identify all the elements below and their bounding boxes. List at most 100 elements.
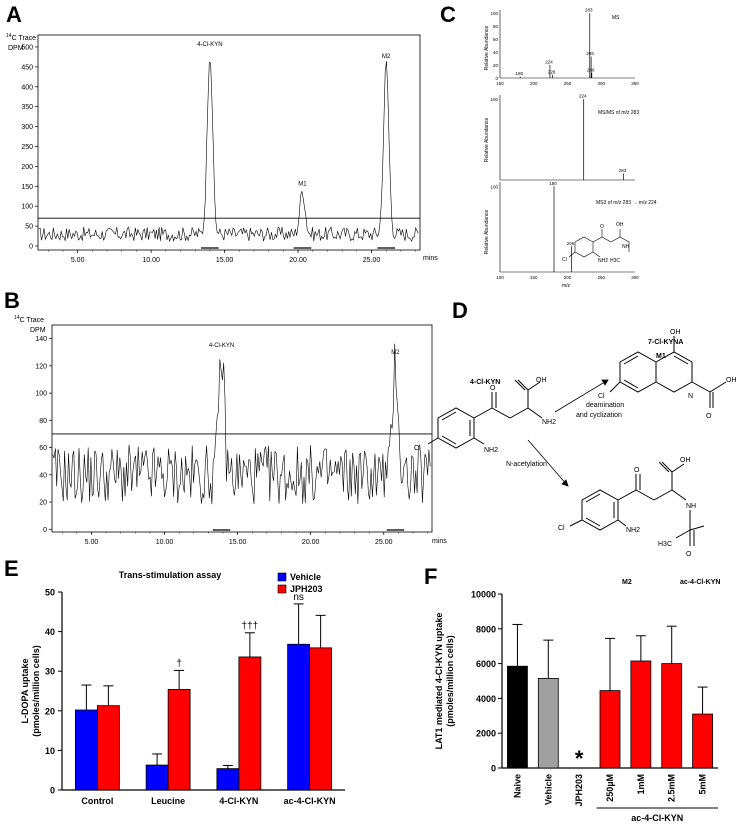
compound-ac-4-cl-kyn: ac-4-Cl-KYN <box>680 579 720 586</box>
bar <box>167 689 191 791</box>
atom-nh2-1: NH2 <box>484 447 498 454</box>
peak-label: M2 <box>391 350 400 356</box>
panel-d: D <box>414 298 737 586</box>
x-tick-label: Naive <box>512 774 522 798</box>
significance-annotation: ns <box>293 592 304 603</box>
atom-o-1: O <box>490 385 496 392</box>
significance-annotation: † <box>176 658 182 669</box>
bar <box>96 705 120 791</box>
y-tick-label: 120 <box>35 363 47 370</box>
panel-a-trace-label: 14C Trace <box>6 33 36 42</box>
y-axis-label-line: (pmoles/million cells) <box>445 635 455 727</box>
atom-oh-1: OH <box>536 377 547 384</box>
y-tick-label: 100 <box>35 391 47 398</box>
x-tick-label: Leucine <box>151 796 185 806</box>
x-tick-label: 5.00 <box>71 257 85 264</box>
atom-oh-4: OH <box>680 457 691 464</box>
atom-cl-3: Cl <box>558 525 565 532</box>
ms3-label: MS3 of m/z 283 → m/z 224 <box>596 200 657 206</box>
spectrum-y-tick-label: 100 <box>490 97 498 102</box>
spectrum-peak-label: 180 <box>549 181 557 186</box>
ms-label: MS <box>612 15 620 21</box>
atom-cl-1: Cl <box>414 445 421 452</box>
ms3-inset-o: O <box>600 224 604 230</box>
y-tick-label: 20 <box>39 500 47 507</box>
bar <box>599 690 621 769</box>
ms3-inset-structure <box>568 229 630 258</box>
y-tick-label: 10000 <box>471 590 496 600</box>
significance-annotation: ††† <box>242 621 259 632</box>
atom-cl-2: Cl <box>598 393 605 400</box>
y-tick-label: 100 <box>21 204 33 211</box>
spectrum-y-tick-label: 80 <box>493 24 499 29</box>
x-tick-label: 1mM <box>636 774 646 795</box>
atom-ch3: H3C <box>658 541 672 548</box>
y-tick-label: 80 <box>39 418 47 425</box>
x-tick-label: JPH203 <box>574 774 584 807</box>
x-tick-label: 20.00 <box>289 257 307 264</box>
panel-letter-f: F <box>424 564 437 589</box>
panel-b-trace-label: 14C Trace <box>14 315 44 324</box>
x-tick-label: Vehicle <box>543 774 553 805</box>
atom-nh: NH <box>686 503 696 510</box>
chromatogram-trace <box>38 61 419 243</box>
y-tick-label: 8000 <box>476 624 496 634</box>
atom-nh2-2: NH2 <box>542 419 556 426</box>
y-tick-label: 300 <box>21 124 33 131</box>
spectrum-x-tick-label: 200 <box>564 275 572 280</box>
y-tick-label: 10 <box>45 746 55 756</box>
group-label: ac-4-Cl-KYN <box>631 813 683 823</box>
atom-n: N <box>688 393 693 400</box>
spectrum-y-tick-label: 100 <box>490 184 498 189</box>
atom-nh2-3: NH2 <box>626 527 640 534</box>
panel-a: A 14C Trace DPM mins 0 50 100 150 200 250 300 3… <box>6 2 438 264</box>
spectrum-x-tick-label: 200 <box>530 81 538 86</box>
legend-swatch <box>277 584 287 594</box>
peak-label: 4-Cl-KYN <box>209 343 234 349</box>
x-tick-label: 5.00 <box>85 539 99 546</box>
ms3-inset-oh: OH <box>616 222 624 228</box>
panel-c-mass-spectra: 0 20 40 60 80 100 150 200 250 300 350 180 224 228 283 2… <box>490 8 639 280</box>
y-tick-label: 400 <box>21 84 33 91</box>
y-tick-label: 6000 <box>476 659 496 669</box>
y-tick-label: 150 <box>21 184 33 191</box>
arrow-n-acetylation: N-acetylation <box>506 461 547 468</box>
spectrum-x-tick-label: 100 <box>496 275 504 280</box>
legend-label: JPH203 <box>290 584 323 594</box>
panel-letter-c: C <box>440 2 456 27</box>
y-tick-label: 4000 <box>476 694 496 704</box>
y-tick-label: 40 <box>39 472 47 479</box>
y-axis-label: LAT1 mediated 4-Cl-KYN uptake(pmoles/mil… <box>434 613 455 750</box>
x-tick-label: 10.00 <box>142 257 160 264</box>
bar <box>537 677 559 769</box>
bar <box>238 656 262 791</box>
spectrum-peak-label: 224 <box>545 60 553 65</box>
x-tick-label: 15.00 <box>216 257 234 264</box>
x-tick-label: 250µM <box>605 774 615 802</box>
y-axis-label-line: L-DOPA uptake <box>20 658 30 723</box>
panel-letter-b: B <box>4 288 20 313</box>
y-tick-label: 50 <box>25 224 33 231</box>
bar <box>216 768 240 791</box>
y-axis-label-line: LAT1 mediated 4-Cl-KYN uptake <box>434 613 444 750</box>
x-tick-label: ac-4-Cl-KYN <box>284 796 336 806</box>
panel-letter-d: D <box>452 298 468 323</box>
spectrum-peak-label: 224 <box>579 94 587 99</box>
structure-bonds <box>427 336 727 546</box>
atom-oh-3: OH <box>726 377 737 384</box>
spectrum-peak-label: 285 <box>586 51 594 56</box>
panel-b-unit: DPM <box>30 327 46 334</box>
x-tick-label: 4-Cl-KYN <box>219 796 258 806</box>
x-tick-label: 2.5mM <box>667 774 677 802</box>
spectrum-x-tick-label: 250 <box>597 275 605 280</box>
peak-label: M1 <box>298 181 307 187</box>
spectrum-peak-label: 206 <box>567 241 575 246</box>
peak-label: 4-Cl-KYN <box>197 42 222 48</box>
panel-c-ylabel-2: Relative Abundance <box>484 118 490 163</box>
spectrum-x-tick-label: 300 <box>597 81 605 86</box>
legend-swatch <box>277 572 287 582</box>
bar <box>145 764 169 791</box>
bar <box>309 647 333 791</box>
spectrum-y-tick-label: 60 <box>493 37 499 42</box>
